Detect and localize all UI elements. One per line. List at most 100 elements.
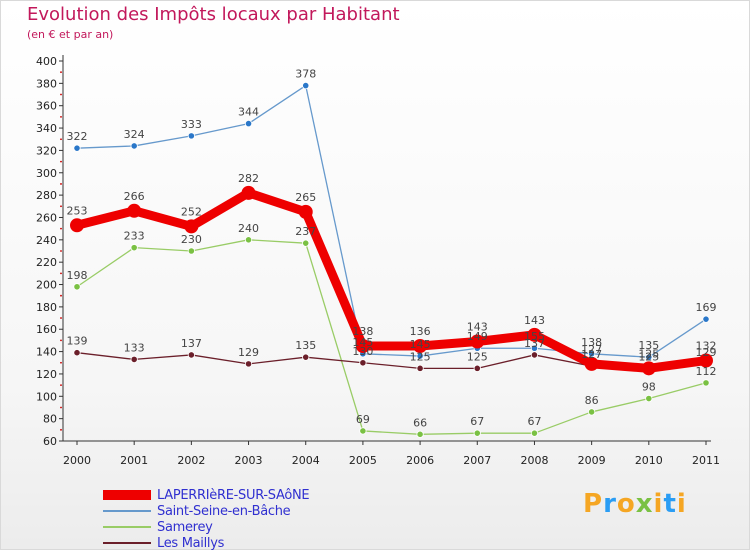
data-point bbox=[641, 361, 656, 376]
data-label: 130 bbox=[352, 345, 373, 358]
data-point bbox=[187, 247, 195, 255]
y-tick-label: 180 bbox=[36, 301, 57, 314]
chart-title: Evolution des Impôts locaux par Habitant bbox=[27, 4, 400, 25]
data-label: 230 bbox=[181, 233, 202, 246]
x-tick-label: 2000 bbox=[63, 454, 91, 467]
data-point bbox=[244, 360, 253, 368]
x-tick-label: 2009 bbox=[578, 454, 606, 467]
data-point bbox=[355, 339, 370, 353]
data-label: 169 bbox=[696, 301, 717, 314]
y-minor-tick bbox=[60, 250, 62, 252]
x-tick-label: 2007 bbox=[463, 454, 491, 467]
x-tick-label: 2004 bbox=[292, 454, 320, 467]
legend-item-les-maillys[interactable]: Les Maillys bbox=[101, 535, 309, 551]
y-minor-tick bbox=[60, 227, 62, 230]
data-label: 67 bbox=[470, 415, 484, 428]
legend-item-samerey[interactable]: Samerey bbox=[101, 519, 309, 535]
legend-swatch-les-maillys bbox=[103, 542, 151, 544]
data-label: 265 bbox=[295, 191, 316, 204]
y-minor-tick bbox=[60, 406, 62, 409]
data-point bbox=[470, 334, 485, 349]
data-point bbox=[530, 429, 539, 437]
legend-label-samerey: Samerey bbox=[157, 519, 213, 535]
data-label: 137 bbox=[181, 337, 202, 350]
y-minor-tick bbox=[60, 115, 62, 118]
data-point bbox=[584, 356, 599, 371]
y-minor-tick bbox=[60, 339, 62, 342]
data-label: 112 bbox=[696, 365, 717, 378]
data-label: 132 bbox=[696, 340, 717, 353]
logo-letter: i bbox=[653, 489, 664, 519]
data-point bbox=[73, 349, 81, 357]
legend-label-saint-seine: Saint-Seine-en-Bâche bbox=[157, 503, 291, 519]
data-point bbox=[588, 408, 596, 416]
y-tick-label: 80 bbox=[43, 413, 57, 426]
y-tick-label: 220 bbox=[36, 256, 57, 269]
y-minor-tick bbox=[60, 384, 62, 387]
logo-letter: i bbox=[676, 489, 687, 519]
data-label: 253 bbox=[67, 204, 88, 217]
y-tick-label: 100 bbox=[36, 390, 57, 403]
data-point bbox=[302, 353, 310, 361]
x-tick-label: 2010 bbox=[635, 454, 663, 467]
data-label: 139 bbox=[67, 335, 88, 348]
x-tick-label: 2003 bbox=[235, 454, 263, 467]
data-label: 282 bbox=[238, 172, 259, 185]
data-point bbox=[130, 355, 138, 364]
proxiti-logo[interactable]: Proxiti bbox=[583, 489, 687, 519]
data-label: 67 bbox=[527, 415, 541, 428]
legend: LAPERRIèRE-SUR-SAôNE Saint-Seine-en-Bâch… bbox=[101, 487, 310, 551]
y-tick-label: 360 bbox=[36, 100, 57, 113]
y-tick-label: 280 bbox=[36, 189, 57, 202]
data-label: 252 bbox=[181, 205, 202, 218]
data-point bbox=[73, 283, 81, 291]
logo-letter: o bbox=[616, 489, 636, 519]
x-tick-label: 2005 bbox=[349, 454, 377, 467]
y-minor-tick bbox=[60, 183, 62, 185]
y-minor-tick bbox=[60, 428, 62, 431]
data-point bbox=[530, 351, 539, 359]
data-label: 137 bbox=[524, 337, 545, 350]
data-point bbox=[302, 239, 310, 247]
series-line-3 bbox=[75, 188, 707, 373]
data-point bbox=[244, 119, 253, 128]
data-point bbox=[184, 219, 199, 234]
logo-letter: t bbox=[663, 489, 677, 519]
data-point bbox=[298, 204, 313, 219]
y-minor-tick bbox=[60, 317, 62, 319]
data-point bbox=[702, 379, 710, 387]
y-tick-label: 240 bbox=[36, 234, 57, 247]
data-point bbox=[413, 339, 428, 353]
series-line-1 bbox=[76, 239, 707, 435]
data-point bbox=[70, 218, 84, 233]
data-label: 138 bbox=[352, 325, 373, 338]
data-label: 155 bbox=[524, 330, 545, 343]
data-point bbox=[645, 394, 653, 403]
data-label: 125 bbox=[638, 347, 659, 360]
data-label: 125 bbox=[638, 350, 659, 363]
y-tick-label: 380 bbox=[36, 77, 57, 90]
data-point bbox=[702, 315, 710, 323]
logo-letter: x bbox=[635, 489, 654, 519]
y-tick-label: 140 bbox=[36, 346, 57, 359]
data-label: 127 bbox=[581, 348, 602, 361]
y-tick-label: 160 bbox=[36, 323, 57, 336]
y-tick-label: 200 bbox=[36, 279, 57, 292]
y-tick-label: 260 bbox=[36, 211, 57, 224]
data-point bbox=[416, 364, 424, 372]
legend-item-saint-seine[interactable]: Saint-Seine-en-Bâche bbox=[101, 503, 309, 519]
y-minor-tick bbox=[60, 361, 62, 364]
legend-swatch-samerey bbox=[103, 526, 151, 528]
data-label: 125 bbox=[410, 350, 431, 363]
legend-item-laperriere[interactable]: LAPERRIèRE-SUR-SAôNE bbox=[101, 487, 310, 503]
x-tick-label: 2008 bbox=[520, 454, 548, 467]
data-label: 233 bbox=[124, 230, 145, 243]
data-point bbox=[127, 203, 142, 218]
chart-subtitle: (en € et par an) bbox=[27, 28, 114, 41]
y-tick-label: 400 bbox=[36, 55, 57, 68]
x-tick-label: 2006 bbox=[406, 454, 434, 467]
x-tick-label: 2001 bbox=[120, 454, 148, 467]
data-point bbox=[359, 427, 367, 435]
y-minor-tick bbox=[60, 160, 62, 163]
